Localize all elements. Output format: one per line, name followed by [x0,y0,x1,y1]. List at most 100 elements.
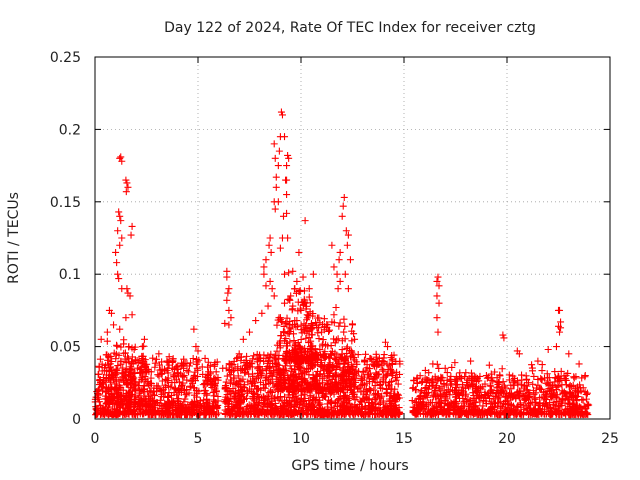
data-point [104,387,112,395]
data-point [277,318,285,326]
data-point [128,358,136,366]
data-point [448,380,456,388]
data-point [344,285,352,293]
data-point [139,357,147,365]
data-point [225,360,233,368]
data-point [333,270,341,278]
data-point [376,407,384,415]
data-point [130,379,138,387]
data-point [375,400,383,408]
data-point [517,403,525,411]
data-point [92,411,100,419]
data-point [456,405,464,413]
data-point [115,351,123,359]
data-point [384,343,392,351]
data-point [364,408,372,416]
data-point [289,267,297,275]
data-point [308,350,316,358]
data-point [424,385,432,393]
data-point [270,198,278,206]
data-point [327,366,335,374]
data-point [331,339,339,347]
data-point [576,384,584,392]
data-point [320,373,328,381]
data-point [142,400,150,408]
data-point [329,362,337,370]
data-point [95,370,103,378]
data-point [355,384,363,392]
data-point [130,345,138,353]
data-point [138,343,146,351]
data-point [318,328,326,336]
data-point [552,393,560,401]
data-point [140,335,148,343]
data-point [155,350,163,358]
data-point [270,292,278,300]
data-point [158,390,166,398]
data-point [116,241,124,249]
data-point [256,370,264,378]
data-point [154,382,162,390]
data-point [334,409,342,417]
data-point [309,342,317,350]
data-point [509,372,517,380]
data-point [383,388,391,396]
data-point [245,401,253,409]
x-tick-label: 20 [498,431,516,447]
data-point [136,410,144,418]
data-point [377,380,385,388]
data-point [135,400,143,408]
data-point [330,354,338,362]
data-point [178,382,186,390]
data-point [333,386,341,394]
grid-lines [95,57,610,419]
data-point [328,318,336,326]
data-point [472,373,480,381]
data-point [551,374,559,382]
data-point [582,403,590,411]
data-point [238,387,246,395]
data-point [418,400,426,408]
data-point [110,372,118,380]
data-point [279,328,287,336]
data-point [425,408,433,416]
data-point [448,400,456,408]
data-point [491,393,499,401]
data-point [274,394,282,402]
data-point [336,248,344,256]
data-point [349,321,356,329]
data-point [564,369,572,377]
data-point [330,335,338,343]
data-point [575,360,583,368]
data-point [557,367,565,375]
data-point [212,379,220,387]
data-point [284,234,292,242]
data-point [339,202,347,210]
data-point [485,361,493,369]
data-point [433,408,441,416]
data-point [349,350,357,358]
data-point [100,406,108,414]
data-point [260,357,268,365]
data-point [552,386,560,394]
data-point [341,335,349,343]
data-point [122,188,130,196]
data-point [202,411,210,419]
data-point [190,402,198,410]
data-point [208,410,216,418]
data-point [290,402,298,410]
data-point [371,374,379,382]
data-point [461,373,469,381]
data-point [570,374,578,382]
data-point [283,162,291,170]
data-point [120,336,128,344]
data-point [570,392,578,400]
data-point [209,388,217,396]
data-point [483,411,491,419]
data-point [282,335,290,343]
data-point [349,393,357,401]
data-point [395,408,403,416]
data-point [248,370,256,378]
data-point [282,342,290,350]
data-point [264,357,272,365]
